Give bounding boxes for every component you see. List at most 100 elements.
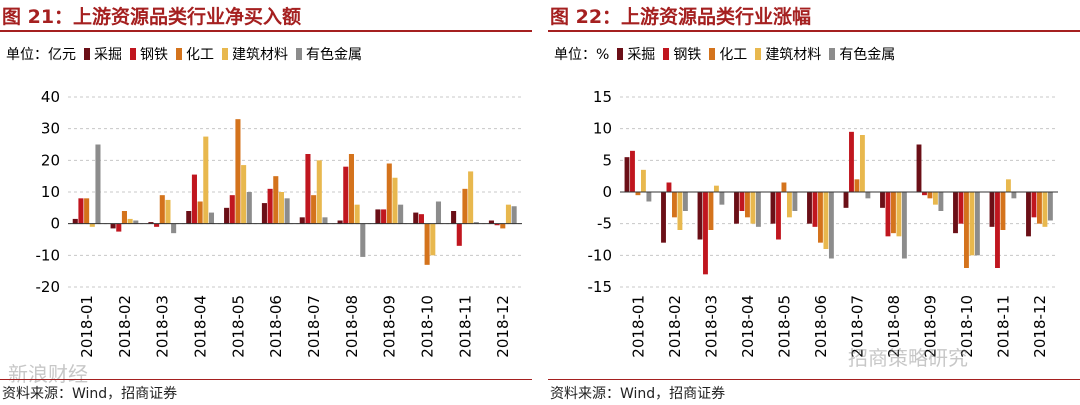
bar xyxy=(953,192,958,234)
bar xyxy=(682,192,688,211)
bar xyxy=(755,192,761,227)
bar xyxy=(792,192,798,211)
legend-label: 化工 xyxy=(719,47,748,63)
x-tick-label: 2018-03 xyxy=(154,295,172,358)
bar xyxy=(133,220,139,224)
title-divider xyxy=(0,30,532,32)
bar xyxy=(494,223,500,226)
bar xyxy=(456,223,462,246)
bar xyxy=(1000,192,1006,230)
bar xyxy=(165,199,171,224)
bar xyxy=(148,222,154,224)
y-tick-label: 10 xyxy=(593,120,612,138)
watermark-text: 新浪财经 xyxy=(8,362,88,386)
bar xyxy=(697,192,703,240)
legend-label: 钢铁 xyxy=(140,47,168,63)
bar xyxy=(500,223,506,229)
legend-item-steel: 钢铁 xyxy=(130,44,168,64)
x-tick-label: 2018-02 xyxy=(116,295,134,358)
bar xyxy=(734,192,739,224)
bar xyxy=(398,204,404,224)
price-change-bar-chart: -15 -10 -5 0 5 10 15 2018-01 2018-02 2018-03 2018-… xyxy=(588,88,1058,358)
bar xyxy=(305,154,311,224)
watermark-text: 招商策略研究 xyxy=(848,346,968,370)
legend-swatch xyxy=(663,48,670,60)
bar xyxy=(812,192,818,227)
x-tick-label: 2018-01 xyxy=(78,295,96,358)
y-tick-label: -20 xyxy=(36,278,61,296)
bar xyxy=(246,192,252,224)
bar xyxy=(348,154,354,224)
bar xyxy=(191,174,197,224)
x-tick-label: 2018-11 xyxy=(456,295,474,358)
bar xyxy=(435,201,442,224)
bar xyxy=(354,204,360,224)
bar xyxy=(322,217,328,224)
bar xyxy=(901,192,907,259)
legend-swatch xyxy=(84,48,90,60)
legend-label: 化工 xyxy=(186,47,214,63)
legend-item-building-materials: 建筑材料 xyxy=(755,44,821,64)
bar xyxy=(488,220,494,224)
chart-title: 图 21：上游资源品类行业净买入额 xyxy=(2,6,302,28)
bar xyxy=(781,182,787,192)
bar xyxy=(224,207,230,224)
x-tick-label: 2018-07 xyxy=(848,295,866,358)
bar xyxy=(505,204,511,224)
bar xyxy=(630,150,635,192)
y-tick-label: 20 xyxy=(41,151,60,169)
bar xyxy=(311,195,317,224)
bar xyxy=(78,198,84,224)
bar xyxy=(241,165,247,224)
bar xyxy=(1031,192,1037,218)
bar xyxy=(1042,192,1048,227)
net-buy-chart-panel: 图 21：上游资源品类行业净买入额 单位：亿元 采掘 钢铁 化工 建筑材料 有色… xyxy=(0,0,535,405)
bar xyxy=(677,192,683,230)
x-tick-label: 2018-05 xyxy=(229,295,247,358)
bar xyxy=(1037,192,1042,224)
bar xyxy=(958,192,964,224)
bar xyxy=(424,223,430,265)
bar xyxy=(418,214,424,224)
bar xyxy=(462,188,468,224)
bar xyxy=(1011,192,1017,199)
bar xyxy=(171,223,177,234)
bar xyxy=(640,169,646,192)
bar xyxy=(84,198,90,224)
bar xyxy=(927,192,933,199)
bar xyxy=(127,218,133,224)
bar xyxy=(713,185,719,192)
y-tick-label: 10 xyxy=(41,183,60,201)
legend-item-building-materials: 建筑材料 xyxy=(222,44,288,64)
bar xyxy=(661,192,666,243)
x-tick-label: 2018-10 xyxy=(418,295,436,358)
bar xyxy=(261,203,267,224)
y-tick-label: 40 xyxy=(41,88,60,106)
bar xyxy=(922,192,927,196)
bar xyxy=(511,206,517,224)
bar xyxy=(916,144,922,192)
legend-item-mining: 采掘 xyxy=(84,44,122,64)
bar xyxy=(208,212,215,224)
legend-swatch xyxy=(130,48,136,60)
source-divider xyxy=(0,379,532,380)
bar xyxy=(186,211,192,224)
legend-label: 有色金属 xyxy=(306,47,362,63)
y-tick-label: 15 xyxy=(593,88,612,106)
bar xyxy=(375,209,381,224)
bar xyxy=(72,218,78,224)
bar xyxy=(891,192,896,234)
bar xyxy=(1047,192,1053,221)
legend-item-mining: 采掘 xyxy=(617,44,655,64)
legend-label: 采掘 xyxy=(94,47,122,63)
legend-item-nonferrous-metals: 有色金属 xyxy=(296,44,362,64)
bar xyxy=(719,192,725,205)
bar xyxy=(896,192,902,237)
bar xyxy=(267,188,273,224)
bar xyxy=(880,192,885,208)
bar xyxy=(343,166,349,224)
legend-label: 采掘 xyxy=(627,47,656,63)
bar xyxy=(316,160,322,224)
bar xyxy=(235,119,241,224)
bar xyxy=(1005,179,1011,192)
